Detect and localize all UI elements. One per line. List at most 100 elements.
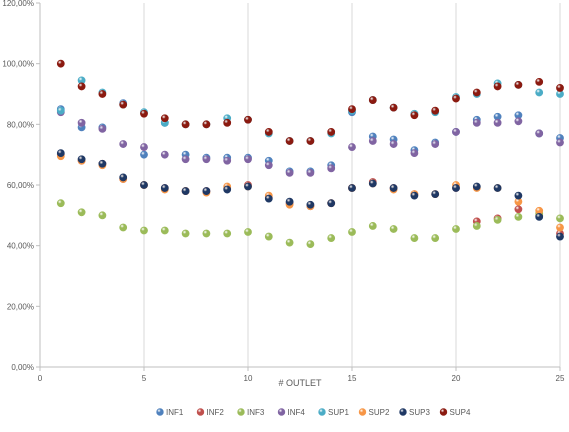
legend-label: INF1 [166, 408, 184, 417]
point-inf4 [452, 128, 460, 136]
series-sup2 [56, 152, 564, 232]
y-tick-label: 40,00% [7, 242, 34, 251]
point-sup3 [368, 179, 377, 188]
point-inf4 [244, 155, 252, 164]
point-inf4 [264, 161, 273, 170]
x-axis-title: # OUTLET [278, 378, 322, 388]
data-points [56, 59, 564, 249]
legend-item-inf2: INF2 [196, 408, 225, 417]
series-sup3 [56, 149, 564, 241]
point-inf3 [452, 225, 460, 233]
legend: INF1 INF2 INF3 INF4 SUP1 SUP2 SUP3 SUP4 [156, 408, 471, 417]
legend-item-sup3: SUP3 [399, 408, 430, 417]
axes [36, 2, 561, 371]
legend-item-inf3: INF3 [237, 408, 265, 417]
point-inf3 [348, 228, 356, 236]
legend-item-sup2: SUP2 [358, 408, 390, 417]
y-tick-labels: 0,00% 20,00% 40,00% 60,00% 80,00% 100,00% 120,… [2, 0, 34, 372]
legend-marker [237, 408, 245, 416]
y-tick-label: 100,00% [2, 60, 34, 69]
point-sup4 [493, 82, 502, 91]
point-sup3 [514, 191, 523, 200]
x-tick-label: 10 [244, 374, 253, 383]
point-inf3 [556, 214, 564, 223]
series-inf3 [56, 199, 564, 249]
point-inf4 [140, 143, 148, 151]
point-sup4 [140, 109, 148, 118]
point-sup3 [327, 199, 336, 208]
point-sup3 [202, 187, 211, 195]
point-sup4 [306, 137, 315, 145]
legend-label: INF4 [288, 408, 306, 417]
point-sup3 [493, 184, 502, 192]
point-sup4 [389, 103, 398, 112]
point-sup3 [452, 184, 460, 192]
point-inf4 [368, 137, 377, 145]
y-tick-label: 60,00% [7, 181, 34, 190]
point-inf4 [77, 118, 86, 127]
point-inf3 [264, 232, 273, 241]
point-sup3 [140, 181, 148, 189]
point-sup4 [223, 118, 232, 127]
point-sup4 [431, 106, 440, 115]
point-inf3 [368, 222, 377, 230]
x-tick-labels: 0 5 10 15 20 25 [38, 374, 565, 383]
point-inf3 [244, 228, 252, 236]
point-inf3 [77, 208, 86, 217]
legend-label: INF2 [207, 408, 225, 417]
point-sup4 [181, 120, 190, 129]
point-sup3 [556, 232, 564, 241]
point-inf3 [140, 226, 148, 235]
legend-label: SUP1 [328, 408, 349, 417]
point-inf3 [98, 211, 107, 220]
point-inf3 [56, 199, 65, 208]
point-inf3 [327, 234, 336, 242]
legend-item-sup4: SUP4 [439, 408, 471, 417]
point-inf4 [410, 149, 419, 158]
point-sup3 [98, 159, 107, 168]
legend-label: SUP3 [409, 408, 430, 417]
point-inf4 [431, 140, 440, 148]
point-inf3 [431, 234, 440, 242]
series-inf2 [56, 150, 564, 238]
legend-label: SUP2 [369, 408, 390, 417]
point-sup4 [452, 94, 460, 103]
point-sup3 [181, 187, 190, 195]
point-inf4 [160, 150, 169, 159]
point-inf4 [327, 164, 336, 173]
point-inf3 [306, 240, 315, 249]
point-inf3 [223, 229, 232, 238]
legend-item-inf4: INF4 [277, 408, 306, 417]
point-sup3 [348, 184, 356, 192]
series-sup1 [56, 76, 564, 145]
point-inf3 [493, 215, 502, 224]
point-sup1 [56, 106, 65, 115]
point-sup3 [223, 185, 232, 194]
point-sup3 [56, 149, 65, 158]
point-sup4 [348, 105, 356, 114]
legend-marker [196, 408, 205, 416]
point-inf3 [119, 223, 128, 232]
point-sup3 [285, 197, 294, 206]
point-sup1 [535, 88, 544, 97]
point-inf4 [556, 138, 564, 147]
point-inf3 [285, 238, 294, 247]
legend-marker [318, 408, 326, 416]
point-inf4 [119, 140, 128, 148]
point-inf4 [181, 155, 190, 164]
point-sup3 [264, 194, 273, 203]
y-tick-label: 120,00% [2, 0, 34, 8]
point-inf4 [202, 155, 211, 164]
point-sup3 [410, 191, 419, 200]
x-tick-label: 5 [142, 374, 147, 383]
point-inf3 [410, 234, 419, 242]
legend-marker [399, 408, 407, 416]
legend-label: INF3 [247, 408, 265, 417]
y-tick-label: 0,00% [11, 363, 34, 372]
point-inf4 [514, 117, 523, 126]
point-inf3 [202, 229, 211, 238]
point-sup4 [410, 111, 419, 120]
point-inf3 [514, 212, 523, 221]
point-inf4 [389, 140, 398, 148]
